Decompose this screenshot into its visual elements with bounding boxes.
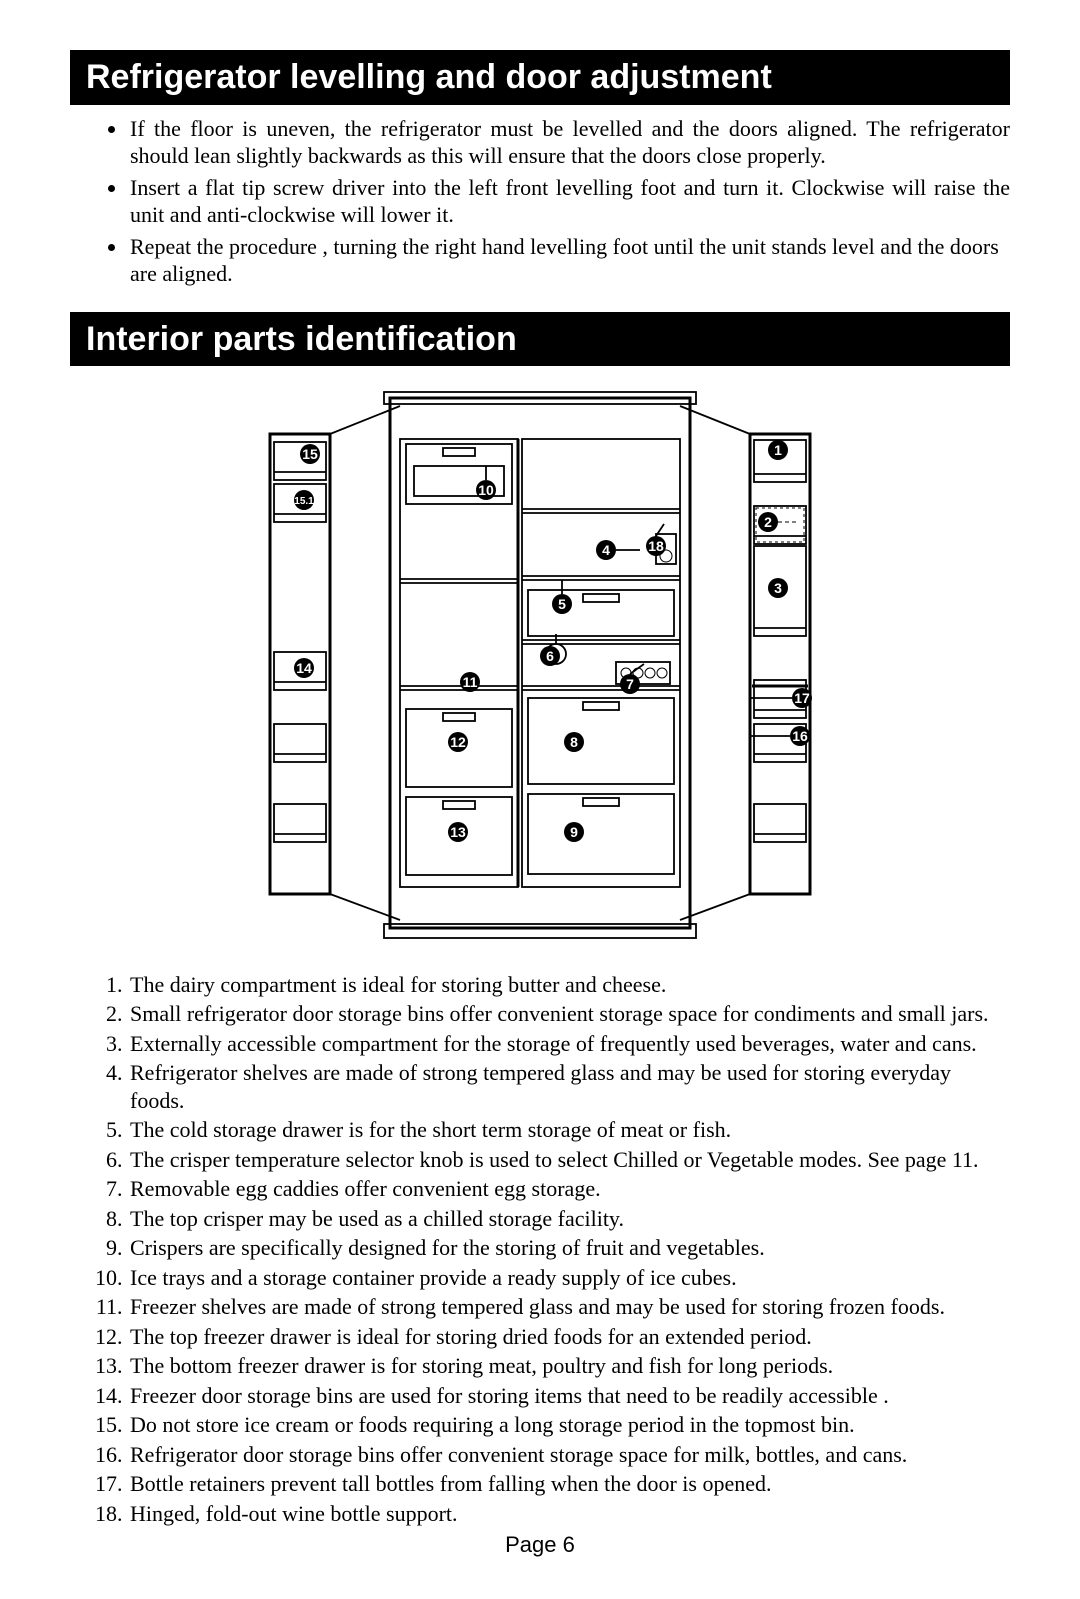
section-header-parts: Interior parts identification <box>70 312 1010 367</box>
svg-text:7: 7 <box>626 676 634 692</box>
fridge-diagram-svg: 12345678910111213141516171815.1 <box>260 384 820 944</box>
svg-text:8: 8 <box>570 734 578 750</box>
bullet-item: Insert a flat tip screw driver into the … <box>128 174 1010 229</box>
svg-text:16: 16 <box>792 728 808 744</box>
parts-list-item: The bottom freezer drawer is for storing… <box>128 1352 1010 1380</box>
parts-list-item: The cold storage drawer is for the short… <box>128 1116 1010 1144</box>
svg-text:9: 9 <box>570 824 578 840</box>
svg-text:12: 12 <box>450 734 466 750</box>
parts-list-item: Refrigerator shelves are made of strong … <box>128 1059 1010 1114</box>
parts-list-item: Do not store ice cream or foods requirin… <box>128 1411 1010 1439</box>
svg-text:10: 10 <box>478 482 494 498</box>
parts-diagram: 12345678910111213141516171815.1 <box>70 384 1010 951</box>
svg-text:3: 3 <box>774 580 782 596</box>
svg-text:1: 1 <box>774 442 782 458</box>
svg-text:15: 15 <box>302 446 318 462</box>
svg-text:11: 11 <box>463 674 478 690</box>
svg-text:4: 4 <box>602 542 610 558</box>
parts-list-item: Ice trays and a storage container provid… <box>128 1264 1010 1292</box>
svg-text:18: 18 <box>648 538 664 554</box>
parts-list-item: The dairy compartment is ideal for stori… <box>128 971 1010 999</box>
svg-text:14: 14 <box>296 660 312 676</box>
parts-list-item: The top crisper may be used as a chilled… <box>128 1205 1010 1233</box>
parts-list-item: Bottle retainers prevent tall bottles fr… <box>128 1470 1010 1498</box>
parts-list-item: Small refrigerator door storage bins off… <box>128 1000 1010 1028</box>
parts-list-item: Freezer shelves are made of strong tempe… <box>128 1293 1010 1321</box>
svg-text:2: 2 <box>764 514 772 530</box>
parts-list: The dairy compartment is ideal for stori… <box>70 971 1010 1528</box>
bullet-item: Repeat the procedure , turning the right… <box>128 233 1010 288</box>
parts-list-item: Removable egg caddies offer convenient e… <box>128 1175 1010 1203</box>
bullet-item: If the floor is uneven, the refrigerator… <box>128 115 1010 170</box>
svg-text:17: 17 <box>794 690 810 706</box>
page-number: Page 6 <box>70 1531 1010 1559</box>
svg-text:13: 13 <box>450 824 466 840</box>
parts-list-item: Freezer door storage bins are used for s… <box>128 1382 1010 1410</box>
svg-text:15.1: 15.1 <box>294 496 314 507</box>
levelling-bullets: If the floor is uneven, the refrigerator… <box>70 115 1010 288</box>
parts-list-item: Refrigerator door storage bins offer con… <box>128 1441 1010 1469</box>
parts-list-item: Crispers are specifically designed for t… <box>128 1234 1010 1262</box>
parts-list-item: Externally accessible compartment for th… <box>128 1030 1010 1058</box>
parts-list-item: The top freezer drawer is ideal for stor… <box>128 1323 1010 1351</box>
parts-list-item: Hinged, fold-out wine bottle support. <box>128 1500 1010 1528</box>
svg-text:5: 5 <box>558 596 566 612</box>
section-header-levelling: Refrigerator levelling and door adjustme… <box>70 50 1010 105</box>
svg-text:6: 6 <box>546 648 554 664</box>
parts-list-item: The crisper temperature selector knob is… <box>128 1146 1010 1174</box>
